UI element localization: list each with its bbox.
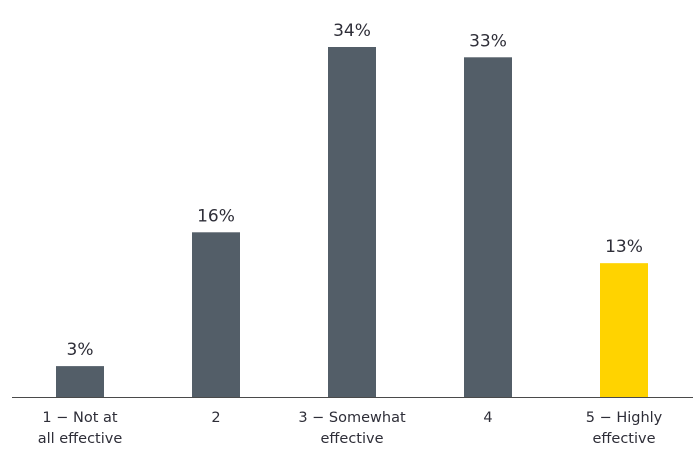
data-label-3: 34%	[333, 21, 371, 41]
category-label-5: 5 − Highly effective	[586, 410, 663, 447]
bars-layer	[56, 47, 648, 397]
category-label-4: 4	[483, 410, 492, 426]
bar-5	[600, 263, 648, 397]
bar-1	[56, 366, 104, 397]
category-label-2: 2	[211, 410, 220, 426]
category-label-line: effective	[320, 431, 383, 447]
category-label-line: 5 − Highly	[586, 410, 663, 426]
data-labels-layer: 3% 16% 34% 33% 13%	[67, 21, 643, 360]
category-labels-layer: 1 − Not at all effective 2 3 − Somewhat effe…	[38, 410, 663, 447]
data-label-2: 16%	[197, 206, 235, 226]
category-label-line: 1 − Not at	[42, 410, 117, 426]
data-label-1: 3%	[67, 340, 94, 360]
category-label-line: all effective	[38, 431, 123, 447]
bar-4	[464, 57, 512, 397]
data-label-4: 33%	[469, 31, 507, 51]
data-label-5: 13%	[605, 237, 643, 257]
category-label-line: 2	[211, 410, 220, 426]
category-label-line: 3 − Somewhat	[298, 410, 406, 426]
category-label-3: 3 − Somewhat effective	[298, 410, 406, 447]
bar-2	[192, 232, 240, 397]
category-label-1: 1 − Not at all effective	[38, 410, 123, 447]
category-label-line: 4	[483, 410, 492, 426]
category-label-line: effective	[592, 431, 655, 447]
bar-3	[328, 47, 376, 397]
